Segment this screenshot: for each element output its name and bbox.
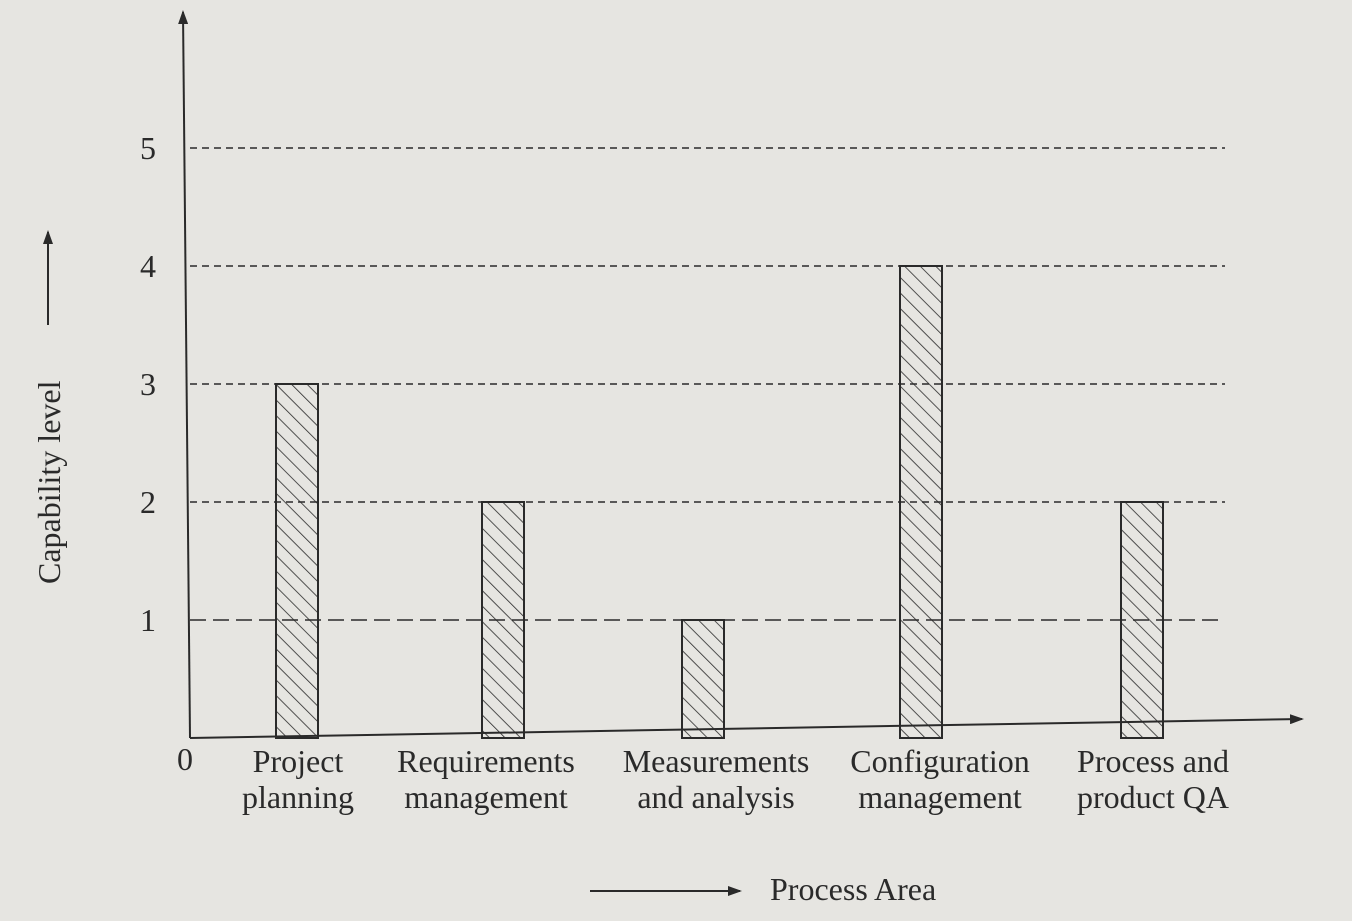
x-category-label-2-line-2: management bbox=[404, 779, 568, 815]
x-category-label-5-line-1: Process and bbox=[1077, 743, 1229, 779]
y-axis-title: Capability level bbox=[31, 380, 67, 584]
bars bbox=[275, 265, 1164, 739]
y-tick-label-3: 3 bbox=[140, 366, 156, 402]
x-category-label-1-line-1: Project bbox=[253, 743, 344, 779]
y-tick-labels: 1 2 3 4 5 bbox=[140, 130, 156, 638]
x-category-label-2-line-1: Requirements bbox=[397, 743, 575, 779]
y-axis-title-group: Capability level bbox=[31, 380, 67, 584]
y-tick-label-5: 5 bbox=[140, 130, 156, 166]
x-axis-line bbox=[189, 714, 1304, 739]
gridlines bbox=[190, 147, 1225, 621]
bar-5 bbox=[1120, 501, 1164, 739]
origin-label: 0 bbox=[177, 741, 193, 777]
y-tick-label-1: 1 bbox=[140, 602, 156, 638]
x-category-label-4-line-2: management bbox=[858, 779, 1022, 815]
y-tick-label-4: 4 bbox=[140, 248, 156, 284]
x-axis-title: Process Area bbox=[770, 871, 936, 907]
bar-1 bbox=[275, 383, 319, 739]
x-category-label-3-line-1: Measurements bbox=[623, 743, 810, 779]
x-category-labels: ProjectplanningRequirementsmanagementMea… bbox=[242, 743, 1229, 815]
bar-3 bbox=[681, 619, 725, 739]
x-category-label-4-line-1: Configuration bbox=[850, 743, 1030, 779]
x-category-label-1-line-2: planning bbox=[242, 779, 354, 815]
bar-4 bbox=[899, 265, 943, 739]
x-category-label-3-line-2: and analysis bbox=[637, 779, 794, 815]
x-category-label-5-line-2: product QA bbox=[1077, 779, 1229, 815]
y-axis-line bbox=[178, 10, 191, 739]
y-tick-label-2: 2 bbox=[140, 484, 156, 520]
bar-2 bbox=[481, 501, 525, 739]
